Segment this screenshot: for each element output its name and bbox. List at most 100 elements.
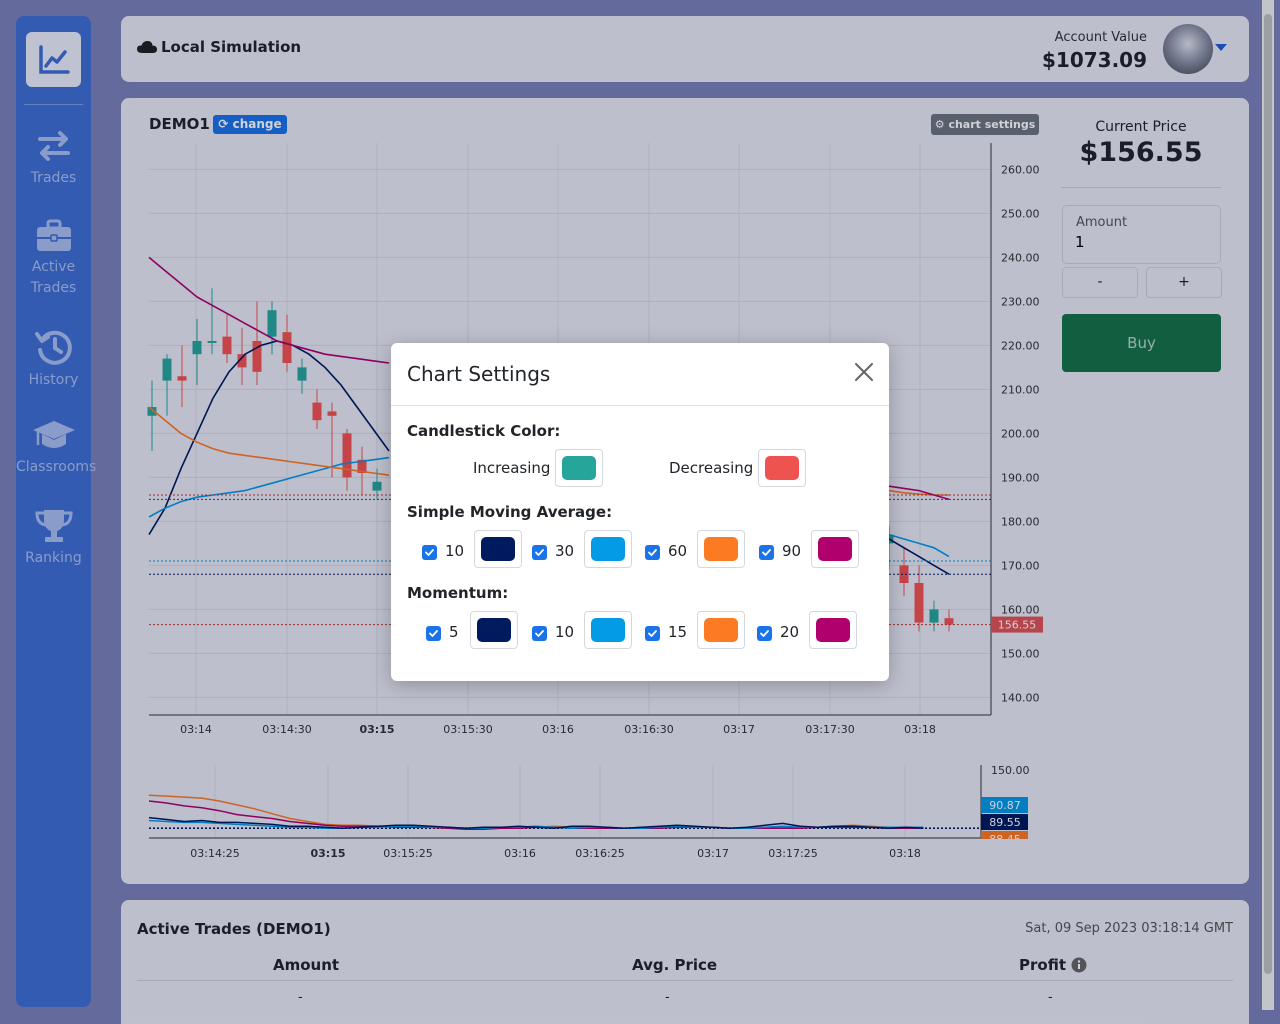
top-bar: Local Simulation Account Value $1073.09: [121, 16, 1249, 82]
momentum-color-picker-20[interactable]: [809, 611, 857, 649]
momentum-period-label: 15: [668, 623, 688, 641]
avatar[interactable]: [1163, 24, 1213, 74]
sidebar-item-label: Ranking: [25, 550, 82, 566]
y-tick-label: 190.00: [1001, 471, 1040, 484]
candle: [252, 341, 262, 372]
sidebar-item-ranking[interactable]: Ranking: [16, 508, 91, 569]
active-trades-title: Active Trades (DEMO1): [137, 920, 331, 938]
amount-field[interactable]: Amount: [1062, 205, 1221, 264]
chart-settings-label: chart settings: [948, 118, 1036, 131]
column-header-amount[interactable]: Amount: [273, 956, 340, 974]
candle: [207, 341, 217, 343]
increasing-color-picker[interactable]: [555, 449, 603, 487]
table-cell-amount: -: [298, 990, 303, 1005]
momentum-x-tick: 03:16:25: [575, 847, 624, 860]
candle: [357, 459, 367, 473]
graduation-cap-icon: [32, 421, 75, 448]
close-icon[interactable]: [853, 361, 875, 383]
column-header-avg-price[interactable]: Avg. Price: [632, 956, 718, 974]
sma-color-picker-90[interactable]: [811, 530, 859, 568]
momentum-tag-mask: [981, 839, 1041, 851]
buy-button[interactable]: Buy: [1062, 314, 1221, 372]
app-logo[interactable]: [26, 32, 81, 87]
momentum-checkbox-15[interactable]: [645, 626, 660, 641]
chart-settings-modal: Chart Settings Candlestick Color: Increa…: [391, 343, 889, 681]
chevron-down-icon[interactable]: [1215, 44, 1227, 51]
x-tick-label: 03:15:30: [443, 723, 492, 736]
momentum-checkbox-5[interactable]: [426, 626, 441, 641]
sma-color-picker-60[interactable]: [697, 530, 745, 568]
candle: [944, 618, 954, 625]
sidebar-item-classrooms[interactable]: Classrooms: [16, 419, 96, 478]
momentum-color-swatch: [591, 618, 625, 642]
sma-checkbox-90[interactable]: [759, 545, 774, 560]
sma-line-60: [148, 406, 390, 476]
change-symbol-button[interactable]: ⟳ change: [213, 115, 287, 134]
momentum-value-label: 89.55: [989, 816, 1021, 829]
x-tick-label: 03:18: [904, 723, 936, 736]
y-tick-label: 230.00: [1001, 295, 1040, 308]
momentum-checkbox-20[interactable]: [757, 626, 772, 641]
momentum-period-label: 20: [780, 623, 800, 641]
candle: [267, 310, 277, 337]
candlestick-color-heading: Candlestick Color:: [407, 422, 561, 440]
momentum-value-tag: [981, 797, 1028, 813]
y-tick-label: 250.00: [1001, 207, 1040, 220]
x-tick-label: 03:14: [180, 723, 212, 736]
momentum-color-picker-15[interactable]: [697, 611, 745, 649]
momentum-color-picker-10[interactable]: [584, 611, 632, 649]
y-tick-label: 160.00: [1001, 603, 1040, 616]
sidebar-item-history[interactable]: History: [16, 328, 91, 391]
gear-icon: ⚙: [934, 118, 945, 131]
sidebar-item-active-trades[interactable]: Active Trades: [16, 219, 91, 299]
sma-heading: Simple Moving Average:: [407, 503, 613, 521]
decrement-button[interactable]: -: [1062, 267, 1138, 298]
refresh-icon: ⟳: [218, 117, 229, 131]
candle: [177, 376, 187, 381]
candle: [929, 609, 939, 623]
y-tick-label: 180.00: [1001, 515, 1040, 528]
decreasing-color-swatch: [765, 456, 799, 480]
page-title-text: Local Simulation: [161, 38, 302, 56]
sma-color-picker-10[interactable]: [474, 530, 522, 568]
y-tick-label: 210.00: [1001, 383, 1040, 396]
y-tick-label: 260.00: [1001, 163, 1040, 176]
candle: [222, 336, 232, 355]
scrollbar-thumb[interactable]: [1264, 14, 1272, 974]
chart-settings-button[interactable]: ⚙ chart settings: [931, 114, 1039, 135]
sidebar-item-trades[interactable]: Trades: [16, 128, 91, 189]
y-tick-label: 170.00: [1001, 559, 1040, 572]
symbol-name: DEMO1: [149, 115, 210, 133]
active-trades-panel: Active Trades (DEMO1) Sat, 09 Sep 2023 0…: [121, 900, 1249, 1024]
momentum-x-tick: 03:17: [697, 847, 729, 860]
sma-checkbox-60[interactable]: [645, 545, 660, 560]
sma-line-10: [888, 538, 950, 575]
sma-color-picker-30[interactable]: [584, 530, 632, 568]
y-tick-label: 150.00: [1001, 647, 1040, 660]
price-divider: [1061, 187, 1221, 188]
line-chart-icon: [38, 44, 70, 74]
momentum-color-swatch: [477, 618, 511, 642]
column-header-profit[interactable]: Profit: [1019, 956, 1087, 974]
momentum-checkbox-10[interactable]: [532, 626, 547, 641]
sidebar-divider: [24, 104, 83, 105]
sma-period-label: 90: [782, 542, 802, 560]
sma-color-swatch: [704, 537, 738, 561]
info-icon[interactable]: [1071, 957, 1087, 973]
candle: [192, 341, 202, 355]
sma-checkbox-30[interactable]: [532, 545, 547, 560]
momentum-period-label: 5: [449, 623, 459, 641]
amount-input[interactable]: [1075, 233, 1205, 251]
x-tick-label: 03:16: [542, 723, 574, 736]
increment-button[interactable]: +: [1146, 267, 1222, 298]
momentum-period-label: 10: [555, 623, 575, 641]
momentum-color-picker-5[interactable]: [470, 611, 518, 649]
candle: [327, 411, 337, 416]
sma-line-90: [888, 485, 950, 501]
sma-checkbox-10[interactable]: [422, 545, 437, 560]
increasing-color-swatch: [562, 456, 596, 480]
y-tick-label: 220.00: [1001, 339, 1040, 352]
decreasing-color-picker[interactable]: [758, 449, 806, 487]
server-timestamp: Sat, 09 Sep 2023 03:18:14 GMT: [1025, 921, 1233, 936]
profit-header-label: Profit: [1019, 956, 1066, 974]
